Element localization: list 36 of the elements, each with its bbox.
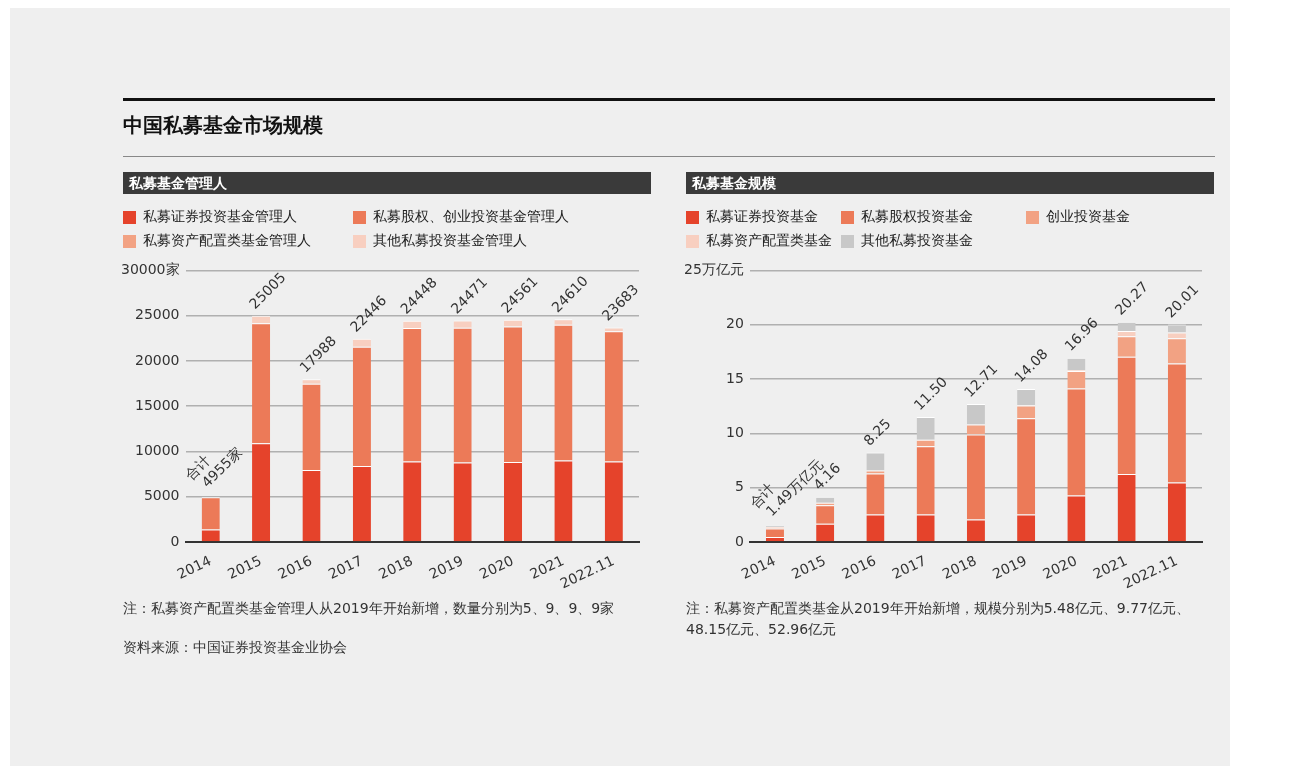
x-tick-label: 2014 <box>738 552 778 582</box>
legend-label: 其他私募投资基金 <box>860 232 974 250</box>
legend-label: 其他私募投资基金管理人 <box>372 232 528 250</box>
y-tick-label: 25000 <box>134 306 180 323</box>
y-tick-label: 25万亿元 <box>683 261 744 278</box>
legend-label: 私募证券投资基金管理人 <box>142 208 298 226</box>
legend-label: 私募资产配置类基金 <box>705 232 833 250</box>
x-tick-label: 2018 <box>939 552 979 582</box>
text: 资料来源：中国证券投资基金业协会 <box>123 638 348 657</box>
x-tick-label: 2014 <box>174 552 214 582</box>
y-tick-label: 5 <box>734 478 744 495</box>
x-tick-label: 2020 <box>476 552 516 582</box>
legend-label: 私募资产配置类基金管理人 <box>142 232 312 250</box>
chart-subtitle: 私募基金管理人 <box>123 172 651 194</box>
x-tick-label: 2018 <box>376 552 416 582</box>
y-tick-label: 15000 <box>134 396 180 413</box>
y-tick-label: 15 <box>725 369 744 386</box>
text: 注：私募资产配置类基金从2019年开始新增，规模分别为5.48亿元、9.77亿元、48.15亿元、52.96亿元 <box>686 599 1191 639</box>
legend-label: 创业投资基金 <box>1045 208 1131 226</box>
y-tick-label: 0 <box>170 532 180 549</box>
y-tick-label: 20000 <box>134 351 180 368</box>
y-tick-label: 0 <box>734 532 744 549</box>
x-tick-label: 2019 <box>989 552 1029 582</box>
legend-label: 私募股权、创业投资基金管理人 <box>372 208 570 226</box>
chart-subtitle: 私募基金规模 <box>686 172 1214 194</box>
legend-label: 私募股权投资基金 <box>860 208 974 226</box>
y-tick-label: 5000 <box>143 487 180 504</box>
x-tick-label: 2019 <box>426 552 466 582</box>
x-tick-label: 2020 <box>1040 552 1080 582</box>
y-tick-label: 30000家 <box>120 261 180 278</box>
text: 注：私募资产配置类基金管理人从2019年开始新增，数量分别为5、9、9、9家 <box>123 599 616 618</box>
y-tick-label: 10000 <box>134 442 180 459</box>
y-tick-label: 10 <box>725 424 744 441</box>
y-tick-label: 20 <box>725 315 744 332</box>
chart-title: 中国私募基金市场规模 <box>123 112 324 139</box>
legend-label: 私募证券投资基金 <box>705 208 819 226</box>
